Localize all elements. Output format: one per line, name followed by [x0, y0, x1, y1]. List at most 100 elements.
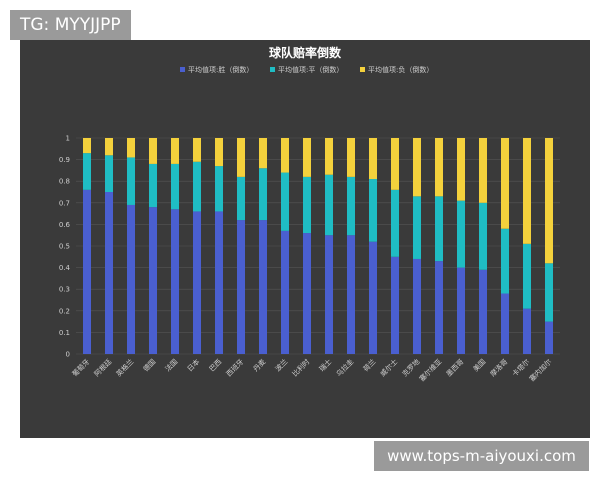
stacked-bar-chart: 球队赔率倒数 平均值项:胜（倒数） 平均值项:平（倒数） 平均值项:负（倒数） 00…	[59, 45, 560, 383]
x-tick-label: 日本	[185, 357, 201, 373]
bar-16-series-2	[435, 138, 443, 197]
x-tick-label: 卡塔尔	[510, 357, 531, 378]
bar-13-series-2	[369, 138, 377, 180]
bar-17-series-1	[457, 200, 465, 268]
bar-11-series-0	[325, 235, 333, 354]
bar-8-series-1	[259, 168, 267, 221]
y-tick-label: 0.2	[59, 307, 70, 315]
y-tick-label: 0	[66, 351, 70, 359]
tg-watermark: TG: MYYJJPP	[10, 10, 131, 40]
y-gridlines	[76, 137, 560, 355]
x-tick-label: 波兰	[273, 357, 289, 373]
x-tick-label: 荷兰	[361, 357, 377, 373]
bar-6-series-0	[215, 211, 223, 354]
bar-8-series-0	[259, 220, 267, 354]
bar-12-series-1	[347, 176, 355, 236]
bar-1-series-0	[105, 192, 113, 354]
bar-16-series-1	[435, 196, 443, 262]
y-tick-label: 0.4	[59, 264, 71, 272]
bar-11-series-2	[325, 138, 333, 175]
bar-21-series-0	[545, 321, 553, 354]
bar-21-series-1	[545, 263, 553, 322]
bar-7-series-0	[237, 220, 245, 354]
x-tick-label: 美国	[471, 357, 487, 373]
y-tick-label: 0.6	[59, 221, 71, 229]
x-tick-label: 墨西哥	[445, 358, 466, 379]
x-tick-label: 巴西	[208, 358, 224, 374]
bar-2-series-1	[127, 157, 135, 205]
bar-16-series-0	[435, 261, 443, 354]
y-tick-label: 0.8	[59, 178, 70, 186]
x-tick-label: 克罗地	[400, 357, 421, 378]
bar-11-series-1	[325, 174, 333, 236]
bar-8-series-2	[259, 138, 267, 169]
bar-4-series-2	[171, 138, 179, 164]
x-tick-label: 塞尔维亚	[417, 357, 443, 383]
bar-18-series-0	[479, 269, 487, 354]
bar-15-series-1	[413, 196, 421, 259]
bar-13-series-1	[369, 179, 377, 242]
bar-12-series-2	[347, 138, 355, 177]
bar-0-series-2	[83, 138, 91, 154]
bar-9-series-0	[281, 230, 289, 354]
x-tick-label: 摩洛哥	[488, 357, 509, 378]
x-tick-label: 比利时	[290, 357, 311, 378]
bar-2-series-2	[127, 138, 135, 158]
x-tick-label: 乌拉圭	[334, 357, 355, 378]
url-watermark: www.tops-m-aiyouxi.com	[374, 441, 589, 471]
y-tick-label: 0.3	[59, 286, 70, 294]
bar-9-series-2	[281, 138, 289, 173]
x-tick-label: 法国	[163, 357, 179, 373]
bar-19-series-0	[501, 293, 509, 354]
legend-swatch-2	[360, 67, 365, 72]
legend-label-0: 平均值项:胜（倒数）	[188, 65, 253, 74]
x-tick-label: 阿根廷	[92, 357, 113, 378]
bar-5-series-0	[193, 211, 201, 354]
bar-7-series-1	[237, 176, 245, 221]
bar-18-series-2	[479, 138, 487, 203]
bar-6-series-2	[215, 138, 223, 167]
y-tick-label: 1	[66, 135, 70, 143]
bar-15-series-2	[413, 138, 421, 197]
bar-10-series-1	[303, 176, 311, 234]
bar-4-series-1	[171, 163, 179, 210]
bar-10-series-0	[303, 233, 311, 354]
bar-20-series-0	[523, 308, 531, 354]
x-tick-label: 丹麦	[251, 357, 267, 373]
legend-swatch-1	[270, 67, 275, 72]
x-tick-label: 葡萄牙	[70, 357, 91, 378]
bar-10-series-2	[303, 138, 311, 177]
x-tick-label: 德国	[141, 357, 157, 373]
bar-19-series-2	[501, 138, 509, 229]
bar-17-series-0	[457, 267, 465, 354]
bar-6-series-1	[215, 166, 223, 212]
bar-1-series-1	[105, 155, 113, 192]
bar-14-series-0	[391, 256, 399, 354]
bar-14-series-2	[391, 138, 399, 190]
x-tick-label: 西班牙	[224, 357, 245, 378]
legend-label-2: 平均值项:负（倒数）	[368, 65, 433, 74]
bar-20-series-1	[523, 243, 531, 309]
bar-21-series-2	[545, 138, 553, 264]
bar-9-series-1	[281, 172, 289, 231]
bar-17-series-2	[457, 138, 465, 201]
bar-5-series-1	[193, 161, 201, 212]
bar-4-series-0	[171, 209, 179, 354]
y-axis-ticks: 0 0.1 0.2 0.3 0.4 0.5 0.6 0.7 0.8 0.9 1	[59, 135, 71, 359]
bar-3-series-1	[149, 163, 157, 208]
y-tick-label: 0.1	[59, 329, 70, 337]
x-tick-label: 威尔士	[378, 357, 399, 378]
y-tick-label: 0.9	[59, 156, 70, 164]
bar-12-series-0	[347, 235, 355, 354]
bar-20-series-2	[523, 138, 531, 244]
bar-5-series-2	[193, 138, 201, 162]
bar-18-series-1	[479, 202, 487, 270]
bar-13-series-0	[369, 241, 377, 354]
bar-0-series-1	[83, 153, 91, 190]
bar-1-series-2	[105, 138, 113, 156]
x-axis-ticks: 葡萄牙 阿根廷 英格兰 德国 法国 日本 巴西 西班牙 丹麦 波兰 比利时 瑞士 乌拉圭 荷兰 威尔士 克罗地…	[70, 357, 553, 383]
bar-2-series-0	[127, 204, 135, 354]
x-tick-label: 塞内加尔	[527, 357, 553, 383]
bars	[83, 138, 553, 354]
